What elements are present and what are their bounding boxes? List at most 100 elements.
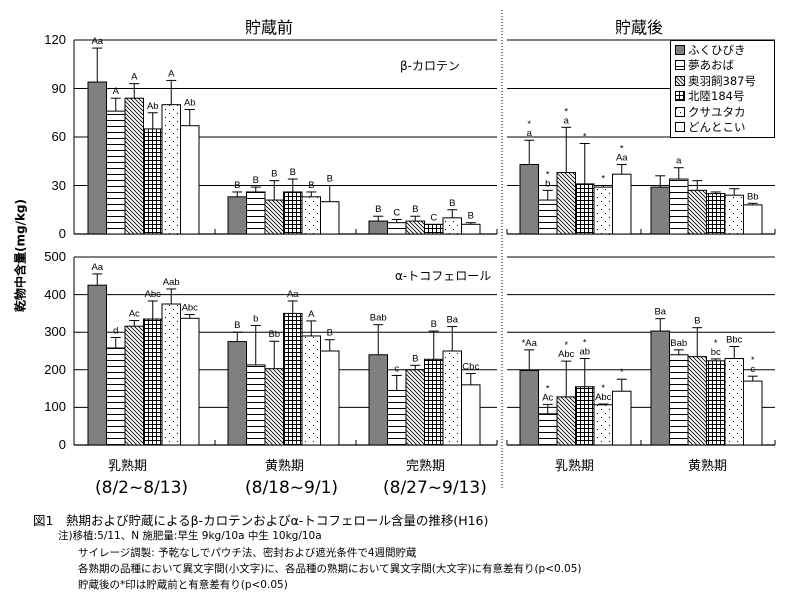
bar xyxy=(246,191,266,235)
significance-label: * xyxy=(583,131,587,142)
significance-label: Cbc xyxy=(462,362,479,373)
legend-item: 夢あおば xyxy=(675,58,774,74)
significance-label: a xyxy=(527,128,533,139)
x-label-after-1: 乳熟期 xyxy=(555,459,595,474)
bar xyxy=(669,354,689,446)
bar xyxy=(180,317,200,446)
bar xyxy=(650,330,670,446)
bar xyxy=(743,204,763,235)
significance-label: b xyxy=(545,178,550,189)
significance-label: bc xyxy=(711,347,721,358)
bar xyxy=(227,341,247,446)
significance-label: Ba xyxy=(654,307,666,318)
significance-label: Bab xyxy=(670,338,687,349)
legend-label: 北陸184号 xyxy=(688,89,745,104)
bar xyxy=(461,223,481,235)
section-title-after: 貯蔵後 xyxy=(615,18,664,37)
significance-label: a xyxy=(564,115,570,126)
significance-label: Aa xyxy=(287,289,299,300)
significance-label: B xyxy=(412,353,418,364)
x-label-after-2: 黄熟期 xyxy=(688,459,728,474)
legend-label: クサユタカ xyxy=(688,104,746,119)
significance-label: B xyxy=(468,211,474,222)
significance-label: Abc xyxy=(145,289,162,300)
bar xyxy=(538,413,558,446)
bar xyxy=(180,125,200,235)
bar xyxy=(368,220,388,235)
bar xyxy=(387,389,407,446)
significance-label: * xyxy=(751,355,755,366)
bar xyxy=(556,172,576,235)
legend-label: どんとこい xyxy=(688,120,746,135)
significance-label: B xyxy=(327,174,333,185)
y-tick-label: 500 xyxy=(44,249,66,264)
beta-carotene-label: β-カロテン xyxy=(400,59,460,73)
significance-label: * xyxy=(527,119,531,130)
legend-swatch xyxy=(675,75,685,86)
bar xyxy=(519,370,539,446)
bar xyxy=(519,163,539,235)
bar xyxy=(424,358,444,446)
x-label-stage-2: 黄熟期 xyxy=(265,459,305,474)
y-tick-label: 300 xyxy=(44,324,66,340)
bar xyxy=(161,303,181,446)
legend-item: ふくひびき xyxy=(675,42,774,58)
bar xyxy=(124,325,144,446)
significance-label: Ab xyxy=(184,98,196,109)
significance-label: B xyxy=(253,175,259,186)
y-tick-label: 100 xyxy=(44,399,66,415)
bar xyxy=(442,350,462,446)
figure-caption: 図1 熱期および貯蔵によるβ-カロテンおよびα-トコフェロール含量の推移(H16… xyxy=(33,513,489,528)
significance-label: * xyxy=(564,106,568,117)
bar xyxy=(301,335,321,446)
significance-label: B xyxy=(271,169,277,180)
significance-label: * xyxy=(620,143,624,154)
x-label-dates-2: (8/18~9/1) xyxy=(245,478,339,498)
significance-label: B xyxy=(431,319,437,330)
bar xyxy=(706,360,726,446)
significance-label: Aa xyxy=(91,262,103,273)
y-tick-label: 60 xyxy=(51,129,66,144)
significance-label: Ab xyxy=(147,101,159,112)
legend-label: 奥羽飼387号 xyxy=(688,73,756,88)
significance-label: Abc xyxy=(595,392,612,403)
legend: ふくひびき 夢あおば 奥羽飼387号 北陸184号 クサユタカ どんとこい xyxy=(670,40,775,138)
bar xyxy=(538,199,558,235)
significance-label: B xyxy=(290,167,296,178)
significance-label: A xyxy=(113,86,120,97)
significance-label: * xyxy=(601,383,605,394)
significance-label: B xyxy=(412,204,418,215)
significance-label: C xyxy=(430,212,437,223)
significance-label: ab xyxy=(579,347,590,358)
significance-label: B xyxy=(327,328,333,339)
bar xyxy=(264,368,284,446)
bar xyxy=(424,223,444,235)
significance-label: * xyxy=(714,338,718,349)
section-title-before: 貯蔵前 xyxy=(245,18,294,37)
note-1: 注)移植:5/11、N 施肥量:早生 9kg/10a 中生 10kg/10a xyxy=(58,530,322,542)
bar xyxy=(650,186,670,235)
significance-label: B xyxy=(375,204,381,215)
significance-label: Abc xyxy=(182,303,199,314)
significance-label: Bb xyxy=(747,191,759,202)
significance-label: Bab xyxy=(370,313,387,324)
significance-label: A xyxy=(308,309,315,320)
bar xyxy=(368,354,388,446)
significance-label: Bb xyxy=(268,329,280,340)
y-tick-label: 0 xyxy=(58,437,66,452)
significance-label: B xyxy=(234,180,240,191)
y-tick-label: 0 xyxy=(58,226,66,241)
significance-label: Ba xyxy=(446,315,458,326)
x-label-dates-1: (8/2~8/13) xyxy=(95,478,189,498)
significance-label: A xyxy=(131,72,138,83)
significance-label: b xyxy=(253,313,258,324)
significance-label: B xyxy=(694,316,700,327)
significance-label: Ac xyxy=(129,309,140,320)
bar xyxy=(87,284,107,446)
significance-label: B xyxy=(308,180,314,191)
legend-item: 北陸184号 xyxy=(675,89,774,105)
significance-label: Aa xyxy=(91,36,103,47)
bar xyxy=(320,201,340,235)
legend-label: 夢あおば xyxy=(688,58,734,73)
